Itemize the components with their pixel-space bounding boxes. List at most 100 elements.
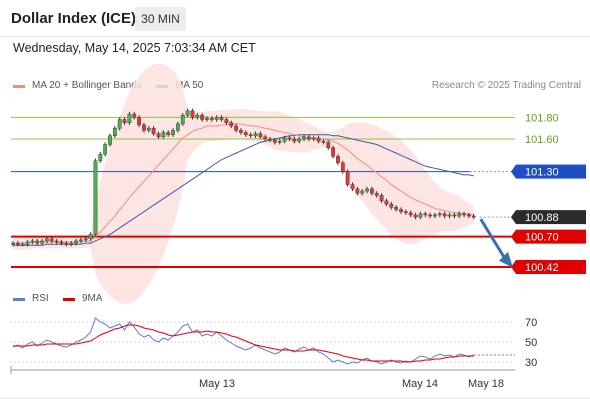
candle-body: [127, 113, 132, 123]
forecast-arrow-head: [499, 251, 513, 268]
candle-body: [234, 125, 238, 131]
candle-body: [219, 117, 224, 120]
candle-body: [379, 195, 384, 202]
candle-body: [277, 141, 282, 143]
candle-body: [287, 137, 292, 140]
candle-body: [166, 132, 171, 135]
candle-body: [403, 211, 408, 213]
candle-body: [268, 138, 272, 141]
level-label-pointer: [511, 229, 516, 244]
candle-body: [229, 122, 234, 127]
candle-body: [452, 214, 457, 217]
candle-body: [311, 137, 316, 140]
candle-body: [321, 141, 326, 143]
ma50-legend-label: MA 50: [175, 80, 204, 91]
level-label-resistance: 101.60: [525, 134, 559, 146]
level-label-pivot: 101.30: [525, 167, 559, 179]
ma50-line: [13, 134, 474, 246]
level-label-bg: [516, 229, 586, 244]
candle-body: [282, 137, 287, 142]
ma9-legend-swatch: [63, 298, 75, 301]
candle-body: [180, 114, 185, 125]
candle-body: [122, 119, 127, 123]
candle-body: [64, 242, 69, 245]
provider-credit: Research © 2025 Trading Central: [431, 80, 581, 91]
level-label-support: 100.70: [525, 232, 559, 244]
candle-body: [190, 110, 195, 118]
candle-body: [93, 160, 98, 235]
level-label-bg: [516, 210, 586, 225]
candle-body: [151, 127, 156, 134]
candle-body: [25, 241, 30, 245]
x-tick-label: May 18: [468, 378, 504, 390]
candle-body: [258, 133, 263, 138]
candle-body: [248, 134, 253, 136]
rsi-ma-line: [13, 324, 474, 363]
candle-body: [45, 238, 49, 242]
candle-body: [350, 184, 355, 190]
candle-body: [209, 118, 214, 120]
level-label-resistance: 101.80: [525, 112, 559, 124]
level-label-bg: [516, 259, 586, 274]
candle-body: [306, 136, 311, 140]
candle-body: [253, 133, 258, 136]
candle-body: [214, 117, 219, 120]
level-label-bg: [516, 164, 586, 179]
candle-body: [59, 241, 64, 244]
candle-body: [355, 188, 360, 194]
candle-body: [365, 188, 369, 192]
candle-body: [462, 213, 466, 216]
candle-body: [239, 130, 243, 133]
candle-body: [467, 214, 471, 217]
x-tick-label: May 14: [402, 378, 438, 390]
candle-body: [442, 213, 447, 217]
ma20-legend-label: MA 20 + Bollinger Bands: [32, 80, 142, 91]
candle-body: [263, 136, 268, 140]
candle-body: [137, 117, 141, 126]
candle-body: [471, 215, 476, 218]
candle-body: [195, 114, 200, 118]
candle-body: [156, 133, 161, 138]
candle-body: [161, 132, 166, 138]
candle-body: [74, 240, 78, 244]
candle-body: [433, 214, 437, 217]
rsi-tick-label: 50: [525, 337, 537, 349]
interval-button[interactable]: 30 MIN: [135, 7, 186, 31]
candle-body: [11, 242, 15, 245]
candle-body: [326, 142, 331, 148]
candle-body: [185, 110, 190, 116]
candle-body: [117, 119, 122, 129]
candle-body: [394, 207, 399, 210]
level-label-pointer: [511, 210, 516, 225]
candle-body: [423, 213, 428, 216]
candle-body: [345, 171, 350, 185]
candle-body: [437, 213, 442, 216]
candle-body: [408, 212, 413, 216]
rsi-legend-label: RSI: [32, 293, 49, 304]
candle-body: [108, 135, 112, 145]
candle-body: [297, 138, 302, 142]
candle-body: [200, 114, 205, 120]
candle-body: [447, 214, 452, 217]
x-tick-label: May 13: [199, 378, 235, 390]
candle-body: [389, 203, 394, 208]
candle-body: [20, 244, 25, 246]
candle-body: [132, 113, 137, 118]
bollinger-band: [13, 63, 474, 304]
candle-body: [302, 136, 306, 140]
candle-body: [175, 123, 180, 131]
forecast-arrow-shaft: [479, 218, 507, 260]
rsi-line: [12, 317, 474, 365]
candle-body: [340, 162, 345, 172]
level-label-pointer: [511, 164, 516, 179]
candle-body: [171, 130, 175, 135]
candle-body: [78, 239, 83, 242]
candle-body: [384, 200, 389, 205]
candle-body: [336, 156, 340, 164]
ma9-legend-label: 9MA: [82, 293, 103, 304]
ma20-line: [13, 123, 474, 244]
candle-body: [331, 147, 335, 157]
candle-body: [273, 139, 277, 143]
candle-body: [103, 144, 108, 155]
